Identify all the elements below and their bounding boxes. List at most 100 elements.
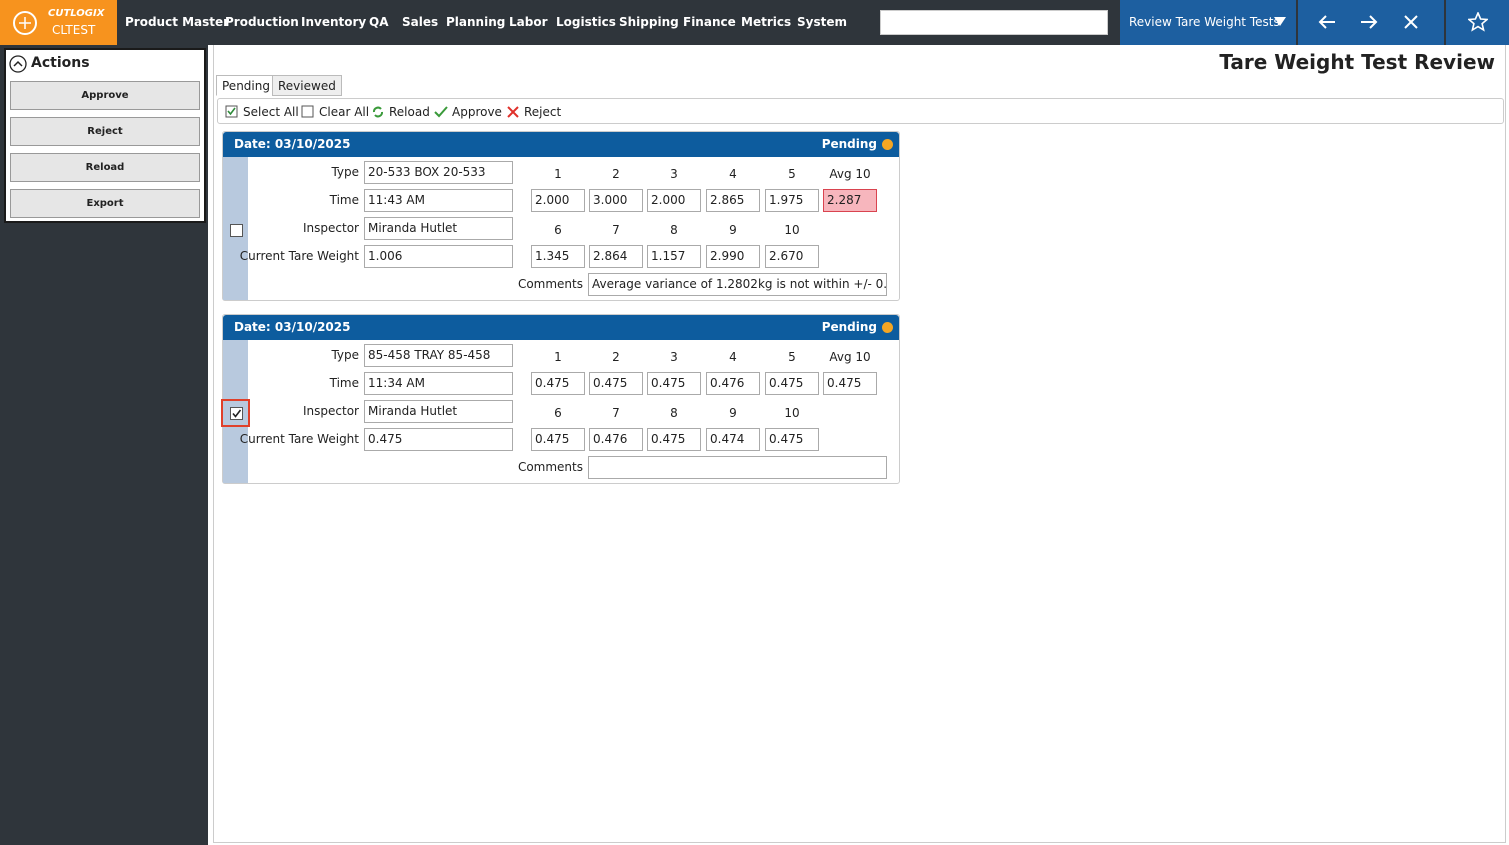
avg-header: Avg 10: [829, 350, 871, 364]
brand: CUTLOGIX: [48, 8, 105, 19]
field-label: Time: [329, 193, 359, 207]
nav-item[interactable]: Finance: [683, 15, 736, 29]
reading-input[interactable]: 1.157: [647, 245, 701, 268]
back-button[interactable]: [1318, 14, 1336, 30]
toolbar-label: Clear All: [319, 105, 370, 119]
nav-item[interactable]: Planning: [446, 15, 506, 29]
reading-input[interactable]: 2.000: [647, 189, 701, 212]
reading-input[interactable]: 3.000: [589, 189, 643, 212]
toolbar-icon: [301, 105, 314, 118]
reading-input[interactable]: 1.975: [765, 189, 819, 212]
status-dot: [882, 322, 893, 333]
nav-item[interactable]: Sales: [402, 15, 439, 29]
toolbar-button[interactable]: Select All: [225, 103, 299, 121]
field-input[interactable]: 0.475: [364, 428, 513, 451]
reading-input[interactable]: 0.475: [647, 372, 701, 395]
nav-item[interactable]: Shipping: [619, 15, 679, 29]
field-input[interactable]: 20-533 BOX 20-533: [364, 161, 513, 184]
close-button[interactable]: [1404, 15, 1418, 29]
star-icon: [1468, 12, 1488, 32]
reading-header: 7: [612, 223, 620, 237]
reading-header: 5: [788, 350, 796, 364]
forward-button[interactable]: [1360, 14, 1378, 30]
reading-input[interactable]: 0.475: [765, 372, 819, 395]
reading-input[interactable]: 0.475: [647, 428, 701, 451]
toolbar-label: Reject: [524, 105, 562, 119]
nav-item[interactable]: Production: [225, 15, 299, 29]
avg-input[interactable]: 0.475: [823, 372, 877, 395]
field-input[interactable]: 11:34 AM: [364, 372, 513, 395]
reading-input[interactable]: 1.345: [531, 245, 585, 268]
reading-input[interactable]: 2.670: [765, 245, 819, 268]
collapse-icon[interactable]: [9, 55, 27, 73]
reading-input[interactable]: 0.475: [765, 428, 819, 451]
toolbar-button[interactable]: Clear All: [301, 103, 369, 121]
nav-item[interactable]: Metrics: [741, 15, 792, 29]
tab[interactable]: Reviewed: [272, 75, 342, 96]
comments-input[interactable]: [588, 456, 887, 479]
nav-item[interactable]: QA: [369, 15, 389, 29]
field-input[interactable]: 11:43 AM: [364, 189, 513, 212]
reading-input[interactable]: 0.476: [706, 372, 760, 395]
field-input[interactable]: 85-458 TRAY 85-458: [364, 344, 513, 367]
toolbar-button[interactable]: Reject: [506, 103, 561, 121]
screen-name: Review Tare Weight Tests: [1129, 15, 1280, 29]
reading-header: 5: [788, 167, 796, 181]
reading-input[interactable]: 0.476: [589, 428, 643, 451]
action-button[interactable]: Export: [10, 189, 200, 218]
actions-title: Actions: [31, 55, 90, 71]
card-date: Date: 03/10/2025: [234, 320, 351, 334]
screen-selector[interactable]: Review Tare Weight Tests: [1120, 0, 1296, 45]
select-checkbox[interactable]: [230, 224, 243, 237]
toolbar-label: Reload: [389, 105, 430, 119]
reading-input[interactable]: 2.990: [706, 245, 760, 268]
reading-input[interactable]: 0.475: [531, 428, 585, 451]
reading-header: 3: [670, 350, 678, 364]
toolbar-icon: [434, 106, 448, 118]
nav-item[interactable]: Labor: [509, 15, 548, 29]
avg-input[interactable]: 2.287: [823, 189, 877, 212]
reading-header: 6: [554, 406, 562, 420]
field-input[interactable]: 1.006: [364, 245, 513, 268]
reading-header: 9: [729, 223, 737, 237]
favorite[interactable]: [1446, 0, 1509, 45]
toolbar-icon: [507, 106, 519, 118]
reading-input[interactable]: 0.475: [531, 372, 585, 395]
field-label: Type: [331, 165, 359, 179]
logo[interactable]: CUTLOGIX CLTEST: [0, 0, 117, 45]
nav-item[interactable]: System: [797, 15, 847, 29]
toolbar-button[interactable]: Approve: [434, 103, 502, 121]
toolbar-label: Select All: [243, 105, 299, 119]
reading-input[interactable]: 2.865: [706, 189, 760, 212]
field-label: Type: [331, 348, 359, 362]
tab[interactable]: Pending: [216, 75, 276, 96]
comments-input[interactable]: Average variance of 1.2802kg is not with…: [588, 273, 887, 296]
nav-item[interactable]: Logistics: [556, 15, 616, 29]
card-status: Pending: [821, 320, 877, 334]
action-button[interactable]: Approve: [10, 81, 200, 110]
field-label: Current Tare Weight: [239, 249, 359, 263]
toolbar-button[interactable]: Reload: [371, 103, 430, 121]
main-area: [213, 45, 1506, 843]
action-button[interactable]: Reject: [10, 117, 200, 146]
field-input[interactable]: Miranda Hutlet: [364, 217, 513, 240]
nav-item[interactable]: Inventory: [301, 15, 367, 29]
reading-header: 1: [554, 167, 562, 181]
reading-header: 1: [554, 350, 562, 364]
select-checkbox[interactable]: [230, 407, 243, 420]
reading-header: 2: [612, 350, 620, 364]
reading-input[interactable]: 0.475: [589, 372, 643, 395]
action-button[interactable]: Reload: [10, 153, 200, 182]
field-label: Current Tare Weight: [239, 432, 359, 446]
check-mark: [232, 409, 242, 418]
reading-input[interactable]: 2.864: [589, 245, 643, 268]
comments-label: Comments: [517, 460, 583, 474]
reading-header: 9: [729, 406, 737, 420]
nav-item[interactable]: Product Master: [125, 15, 230, 29]
field-input[interactable]: Miranda Hutlet: [364, 400, 513, 423]
search-box[interactable]: [880, 10, 1108, 35]
card-header: Date: 03/10/2025 Pending: [223, 132, 899, 157]
reading-input[interactable]: 2.000: [531, 189, 585, 212]
reading-input[interactable]: 0.474: [706, 428, 760, 451]
reading-header: 4: [729, 350, 737, 364]
